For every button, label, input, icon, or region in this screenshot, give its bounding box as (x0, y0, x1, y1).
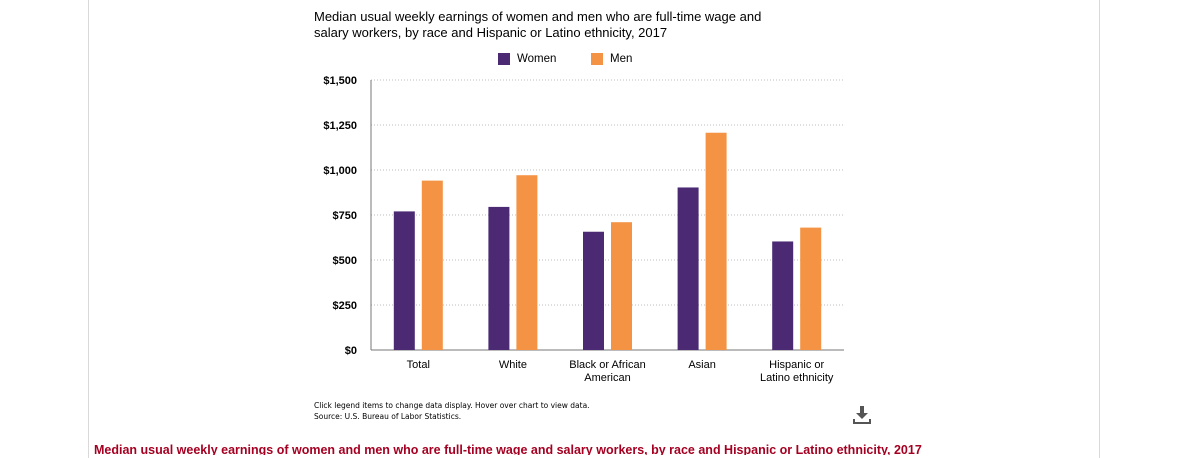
y-tick-label: $250 (333, 300, 357, 312)
chart-title: Median usual weekly earnings of women an… (314, 9, 834, 41)
y-tick-label: $750 (333, 210, 357, 222)
bar-women[interactable] (488, 206, 510, 350)
legend-swatch-women (498, 53, 510, 65)
download-glyph (853, 406, 871, 424)
bar-men[interactable] (611, 222, 632, 350)
x-tick-label: Total (407, 359, 430, 371)
y-tick-label: $1,500 (323, 75, 357, 87)
bar-women[interactable] (393, 211, 415, 350)
bar-women[interactable] (677, 187, 699, 350)
content-frame (88, 0, 1100, 458)
legend-label-men: Men (610, 53, 633, 65)
x-tick-label: Latino ethnicity (760, 372, 834, 384)
chart-caption: Median usual weekly earnings of women an… (94, 443, 922, 455)
chart-title-line-1: Median usual weekly earnings of women an… (314, 9, 762, 24)
bar-men[interactable] (516, 175, 538, 350)
x-tick-label: White (499, 359, 527, 371)
x-tick-label: American (584, 372, 630, 384)
chart-footnote: Click legend items to change data displa… (314, 400, 590, 422)
y-tick-label: $1,000 (323, 165, 357, 177)
x-tick-label: Asian (688, 359, 716, 371)
y-tick-label: $500 (333, 255, 357, 267)
x-tick-label: Black or African (569, 359, 645, 371)
chart-title-line-2: salary workers, by race and Hispanic or … (314, 25, 668, 40)
y-tick-label: $1,250 (323, 120, 357, 132)
bar-men[interactable] (421, 180, 443, 350)
bar-men[interactable] (705, 132, 727, 350)
bar-men[interactable] (800, 227, 822, 350)
bar-women[interactable] (583, 231, 604, 350)
footnote-instructions: Click legend items to change data displa… (314, 401, 590, 410)
y-tick-label: $0 (345, 345, 357, 357)
bar-chart[interactable]: $0 $250 $500 $750 $1,000 $1,250 $1,500 Total Whi… (300, 66, 860, 391)
download-icon[interactable] (851, 404, 873, 426)
legend-label-women: Women (517, 53, 557, 65)
footnote-source: Source: U.S. Bureau of Labor Statistics. (314, 412, 462, 421)
bar-women[interactable] (772, 241, 794, 350)
x-tick-label: Hispanic or (769, 359, 824, 371)
legend-swatch-men (591, 53, 603, 65)
